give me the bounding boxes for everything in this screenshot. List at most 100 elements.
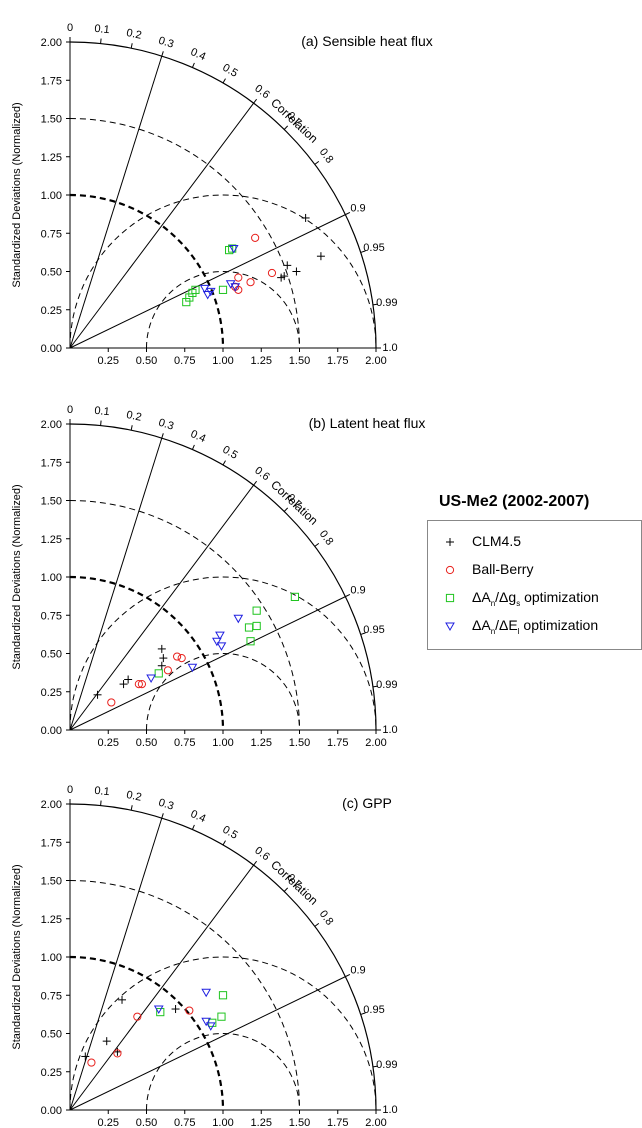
legend-marker xyxy=(445,622,455,632)
data-point xyxy=(173,652,182,661)
data-point xyxy=(246,278,255,287)
data-point xyxy=(267,268,277,278)
y-tick-label: 1.25 xyxy=(41,152,62,164)
x-tick-label: 0.75 xyxy=(174,355,195,367)
correlation-label: Correlation xyxy=(268,96,321,146)
std-arc xyxy=(69,575,225,731)
std-arc xyxy=(69,955,225,1111)
corr-tick xyxy=(253,98,258,104)
rms-arc xyxy=(69,194,377,349)
corr-tick-label: 0.99 xyxy=(376,1059,397,1071)
data-point xyxy=(316,252,325,261)
legend-marker-circle xyxy=(445,565,455,575)
corr-tick xyxy=(253,860,258,866)
data-point xyxy=(93,690,102,699)
corr-line xyxy=(69,437,163,731)
corr-tick xyxy=(345,593,351,598)
corr-tick-label: 0.4 xyxy=(189,808,208,825)
data-point xyxy=(252,621,261,631)
corr-tick-label: 0.1 xyxy=(94,23,110,36)
y-tick-label: 0.00 xyxy=(41,1105,62,1117)
data-point xyxy=(218,991,228,1000)
data-point xyxy=(244,623,254,632)
data-point xyxy=(201,988,212,998)
legend-title: US-Me2 (2002-2007) xyxy=(439,493,590,510)
data-point xyxy=(216,642,227,651)
data-point xyxy=(185,1006,194,1015)
corr-tick-label: 0.2 xyxy=(125,789,142,804)
y-tick-label: 1.00 xyxy=(41,572,62,584)
y-axis-label: Standardized Deviations (Normalized) xyxy=(11,484,23,669)
legend-marker xyxy=(445,565,455,575)
rms-arc xyxy=(69,576,377,731)
corr-line xyxy=(69,484,255,731)
corr-tick xyxy=(283,887,289,892)
y-tick-label: 0.75 xyxy=(41,990,62,1002)
x-tick-label: 1.75 xyxy=(327,1117,348,1128)
y-tick-label: 0.50 xyxy=(41,1029,62,1041)
chart-title: (c) GPP xyxy=(342,795,392,811)
y-axis-label: Standardized Deviations (Normalized) xyxy=(11,864,23,1049)
corr-tick xyxy=(345,973,351,978)
y-tick-label: 0.00 xyxy=(41,725,62,737)
corr-tick xyxy=(130,43,133,49)
corr-tick-label: 0.1 xyxy=(94,405,110,418)
y-tick-label: 0.25 xyxy=(41,1067,62,1079)
corr-tick-label: 0 xyxy=(67,22,73,34)
y-tick-label: 1.75 xyxy=(41,837,62,849)
corr-tick-label: 1.0 xyxy=(382,1104,397,1116)
x-tick-label: 0.75 xyxy=(174,1117,195,1128)
data-point xyxy=(134,680,143,689)
data-point xyxy=(202,290,213,300)
data-point xyxy=(177,653,186,663)
corr-tick xyxy=(222,840,226,846)
y-tick-label: 2.00 xyxy=(41,419,62,431)
data-point xyxy=(233,614,244,624)
corr-tick xyxy=(161,813,164,819)
outer-arc xyxy=(69,803,377,1111)
data-point xyxy=(212,637,222,647)
corr-tick-label: 0.2 xyxy=(125,409,142,424)
y-tick-label: 1.00 xyxy=(41,952,62,964)
corr-tick-label: 0 xyxy=(67,784,73,796)
data-point xyxy=(234,273,243,282)
y-tick-label: 0.50 xyxy=(41,649,62,661)
corr-line xyxy=(69,817,163,1111)
data-point xyxy=(290,592,300,601)
x-tick-label: 2.00 xyxy=(365,1117,386,1128)
outer-arc xyxy=(69,41,377,349)
corr-tick-label: 0.6 xyxy=(252,845,271,864)
data-point xyxy=(157,644,166,653)
corr-tick xyxy=(161,51,164,57)
corr-tick xyxy=(100,420,102,426)
data-point xyxy=(182,298,191,307)
rms-arc xyxy=(146,270,300,349)
data-point xyxy=(156,1007,165,1017)
corr-tick xyxy=(222,78,226,84)
taylor-panel-2: 0 0.1 0.20.30.40.50.60.70.80.90.950.991.0C… xyxy=(11,404,425,749)
y-tick-label: 1.25 xyxy=(41,914,62,926)
legend-label: CLM4.5 xyxy=(472,533,522,549)
corr-tick xyxy=(345,211,351,216)
corr-tick xyxy=(100,38,102,44)
corr-tick-label: 0.8 xyxy=(317,528,336,547)
data-point xyxy=(280,272,289,281)
data-point xyxy=(107,698,116,707)
data-point xyxy=(252,606,261,615)
taylor-panel-3: 0 0.1 0.20.30.40.50.60.70.80.90.950.991.0C… xyxy=(11,784,398,1128)
data-point xyxy=(119,680,128,689)
corr-tick xyxy=(130,425,133,431)
data-point xyxy=(153,1005,164,1015)
x-tick-label: 0.25 xyxy=(98,1117,119,1128)
corr-tick-label: 0.5 xyxy=(220,62,239,80)
data-point xyxy=(215,631,225,641)
corr-tick xyxy=(360,632,366,635)
corr-tick xyxy=(283,125,289,130)
corr-tick xyxy=(314,923,320,927)
corr-tick-label: 0.9 xyxy=(350,584,365,596)
data-point xyxy=(133,1012,142,1021)
legend-label: ΔAn/ΔEl optimization xyxy=(472,617,599,636)
corr-tick-label: 0.9 xyxy=(350,964,365,976)
corr-tick-label: 0.4 xyxy=(189,428,208,445)
